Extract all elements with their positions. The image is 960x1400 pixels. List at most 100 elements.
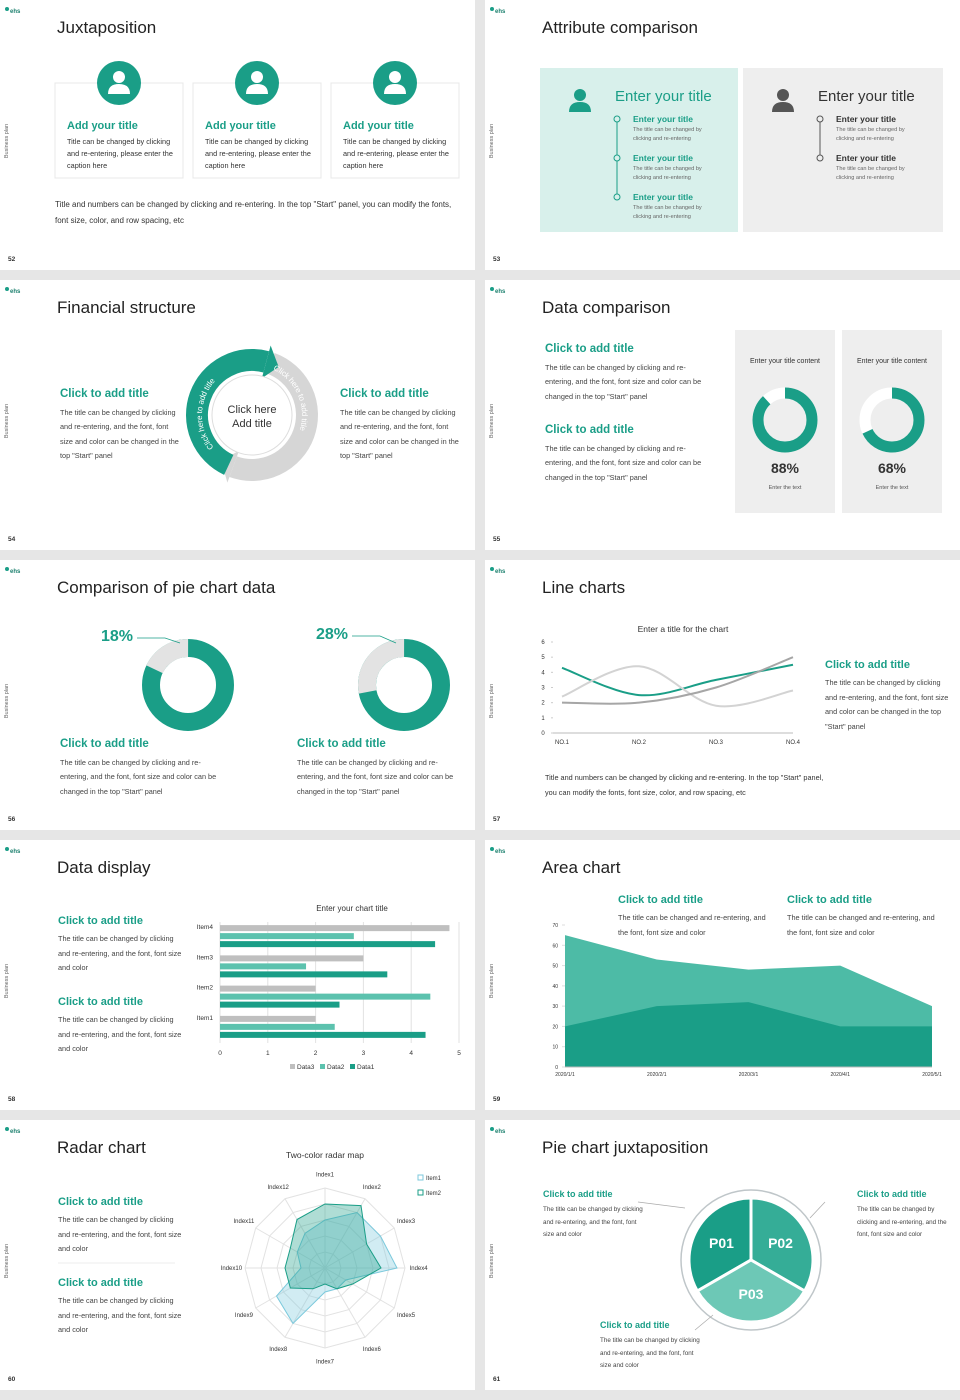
y-tick-label: 0 [541, 731, 545, 737]
pie-value [142, 639, 235, 731]
timeline-dot [613, 154, 621, 162]
connector [637, 1201, 686, 1209]
connector [694, 1314, 714, 1331]
slide-title: Area chart [542, 858, 621, 877]
leader-line [137, 637, 181, 644]
slide-title: Financial structure [57, 298, 196, 317]
page-number: 56 [8, 816, 16, 823]
arrow-head [261, 345, 279, 379]
value-label: 18% [101, 628, 134, 645]
item-title: Enter your title [836, 114, 896, 124]
bar [220, 985, 316, 992]
x-tick-label: 1 [266, 1050, 270, 1057]
timeline-dot [613, 193, 621, 201]
arrow-arc [229, 352, 318, 481]
bar [220, 1031, 426, 1038]
spoke [284, 1267, 326, 1338]
block-title: Click to add title [297, 738, 386, 750]
y-tick-label: 30 [552, 1004, 558, 1010]
page-number: 53 [493, 256, 501, 263]
block-title: Click to add title [60, 738, 149, 750]
icon-head [777, 89, 789, 101]
slide-graphics: P01 P02 P03 [490, 1127, 826, 1331]
y-tick-label: 4 [541, 670, 545, 676]
card-title: Add your title [343, 120, 414, 132]
radar-series [284, 1203, 382, 1290]
block-text: The title can be changed by clicking and… [58, 1215, 182, 1253]
slide-title: Juxtaposition [57, 18, 157, 37]
block-title: Click to add title [340, 388, 429, 400]
logo-mark [5, 567, 9, 571]
axis-label: Index9 [235, 1313, 254, 1319]
bar [220, 941, 436, 948]
block-title: Click to add title [58, 1196, 143, 1208]
connector [809, 1201, 826, 1219]
spoke [324, 1227, 395, 1269]
block-title: Click to add title [600, 1320, 670, 1330]
bar [220, 955, 364, 962]
legend-label: Data1 [357, 1064, 375, 1071]
slide-graphics [490, 7, 943, 232]
icon-body [569, 102, 591, 112]
block-text: The title can be changed and re-entering… [787, 913, 935, 937]
value-label: 28% [316, 626, 349, 643]
card-caption: Enter the text [768, 485, 802, 491]
slide: ehs Business plan 56 Comparison of pie char… [0, 560, 475, 830]
block-title: Click to add title [543, 1189, 613, 1199]
icon-body [108, 84, 130, 94]
donut-value [859, 387, 925, 453]
line-series [561, 656, 794, 705]
y-tick-label: 1 [541, 716, 545, 722]
block-text: The title can be changed by clicking and… [58, 934, 182, 972]
block-title: Click to add title [545, 424, 634, 436]
axis-label: Index1 [316, 1172, 335, 1178]
logo-mark [490, 847, 494, 851]
legend-label: Data3 [297, 1064, 315, 1071]
card-caption: Enter the text [875, 485, 909, 491]
arrow-arc [186, 349, 270, 475]
block-text: The title can be changed by clicking and… [60, 757, 217, 796]
bar [220, 933, 354, 940]
icon-head [574, 89, 586, 101]
side-label: Business plan [4, 683, 10, 719]
axis-label: Index11 [233, 1219, 255, 1225]
pie-segment [695, 1258, 807, 1324]
card-label: Enter your title content [856, 358, 928, 365]
block-text: The title can be changed by clicking and… [543, 1206, 643, 1238]
category-label: Item4 [197, 924, 214, 931]
icon-head [113, 71, 125, 83]
block-title: Click to add title [857, 1189, 927, 1199]
slide: ehs Business plan 53 Attribute comparison En… [485, 0, 960, 270]
item-text: The title can be changed by clicking and… [633, 205, 702, 220]
slide: Two-color radar map Index1 Index2 Index3 Ind… [0, 1120, 475, 1390]
chart-title: Two-color radar map [286, 1150, 364, 1160]
block-title: Click to add title [618, 894, 703, 906]
logo: ehs [10, 9, 21, 15]
icon-head [251, 71, 263, 83]
bar [220, 1023, 335, 1030]
panel [743, 68, 943, 232]
card-title: Add your title [67, 120, 138, 132]
icon-head [389, 71, 401, 83]
block-title: Click to add title [58, 996, 143, 1008]
spoke [324, 1267, 395, 1309]
note: Title and numbers can be changed by clic… [545, 773, 824, 797]
x-tick-label: 2020/5/1 [922, 1072, 942, 1078]
logo: ehs [10, 849, 21, 855]
logo: ehs [10, 569, 21, 575]
icon-body [384, 84, 406, 94]
bar [220, 971, 388, 978]
logo-mark [5, 7, 9, 11]
outer-ring [680, 1189, 822, 1331]
timeline-dot [816, 154, 824, 162]
logo: ehs [495, 9, 506, 15]
radar-series [275, 1212, 398, 1325]
segment-label: P03 [739, 1286, 764, 1302]
x-tick-label: 2020/2/1 [647, 1072, 667, 1078]
slide-title: Line charts [542, 578, 626, 597]
side-label: Business plan [4, 1243, 10, 1279]
card-label: Enter your title content [749, 358, 821, 365]
legend-swatch [417, 1189, 424, 1196]
side-label: Business plan [4, 963, 10, 999]
x-tick-label: 0 [218, 1050, 222, 1057]
